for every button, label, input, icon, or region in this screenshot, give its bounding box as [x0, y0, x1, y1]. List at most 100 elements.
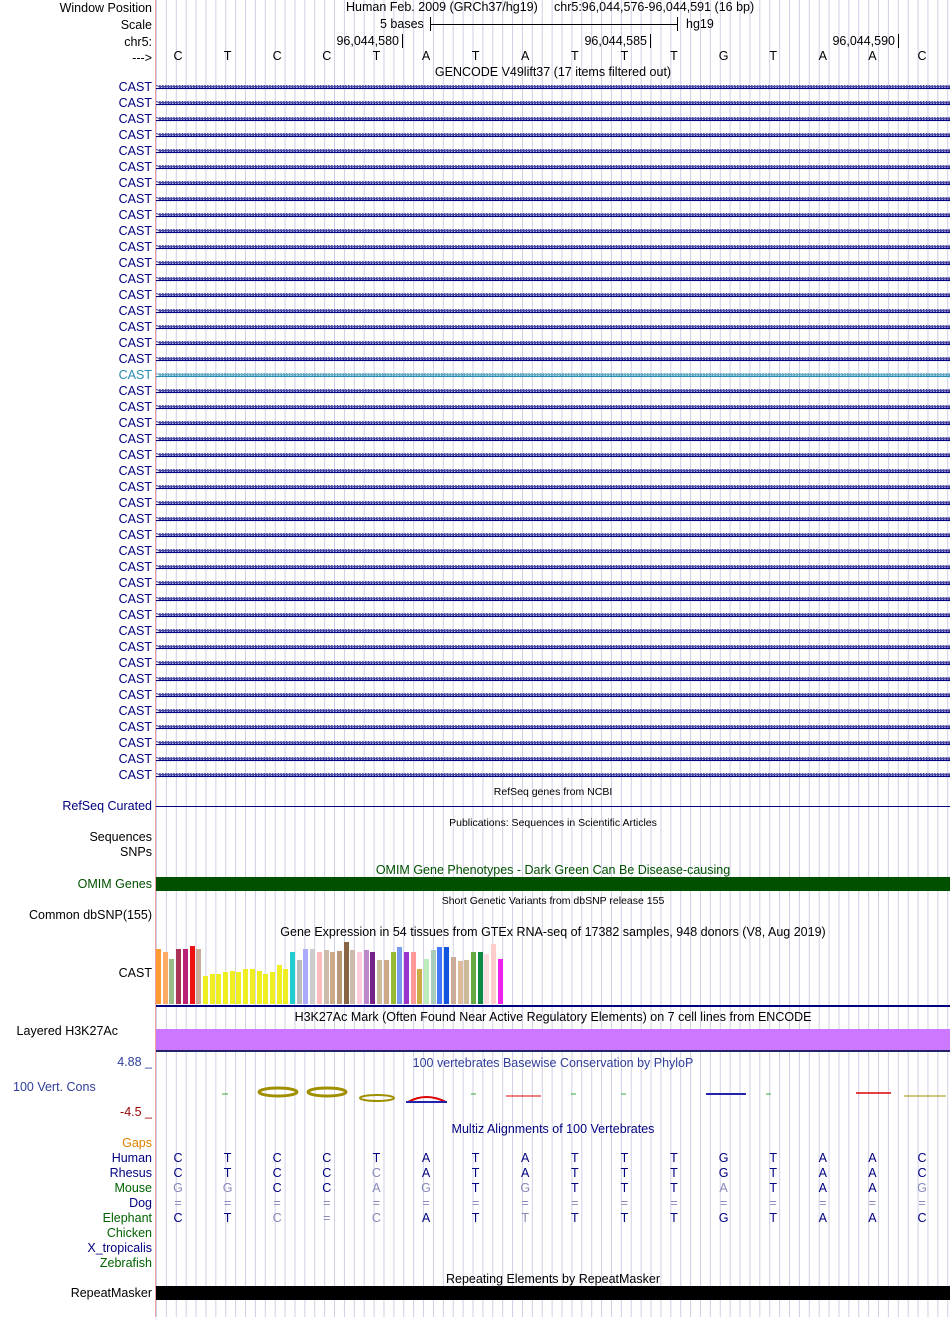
gtex-tissue-bar[interactable]	[196, 949, 202, 1004]
gtex-tissue-bar[interactable]	[269, 972, 275, 1004]
dbsnp-label[interactable]: Common dbSNP(155)	[29, 908, 152, 922]
gencode-row-label[interactable]: CAST	[118, 704, 152, 718]
gtex-bar-chart[interactable]	[156, 941, 950, 1004]
gencode-transcript[interactable]: >>>>>>>>>>>>>>>>>>>>>>>>>>>>>>>>>>>>>>>>…	[156, 98, 950, 110]
gtex-tissue-bar[interactable]	[290, 952, 295, 1004]
gtex-tissue-bar[interactable]	[229, 971, 235, 1004]
gencode-row-label[interactable]: CAST	[118, 448, 152, 462]
gencode-transcript[interactable]: >>>>>>>>>>>>>>>>>>>>>>>>>>>>>>>>>>>>>>>>…	[156, 146, 950, 158]
gencode-row-label[interactable]: CAST	[118, 352, 152, 366]
gtex-tissue-bar[interactable]	[189, 946, 195, 1004]
gtex-tissue-bar[interactable]	[377, 960, 383, 1004]
species-label[interactable]: X_tropicalis	[87, 1241, 152, 1255]
gtex-tissue-bar[interactable]	[276, 965, 282, 1004]
gencode-transcript[interactable]: >>>>>>>>>>>>>>>>>>>>>>>>>>>>>>>>>>>>>>>>…	[156, 562, 950, 574]
gencode-transcript[interactable]: >>>>>>>>>>>>>>>>>>>>>>>>>>>>>>>>>>>>>>>>…	[156, 626, 950, 638]
gtex-tissue-bar[interactable]	[216, 974, 222, 1004]
gencode-transcript[interactable]: >>>>>>>>>>>>>>>>>>>>>>>>>>>>>>>>>>>>>>>>…	[156, 530, 950, 542]
gtex-tissue-bar[interactable]	[303, 949, 309, 1004]
h3k27ac-label[interactable]: Layered H3K27Ac	[16, 1024, 118, 1038]
gencode-row-label[interactable]: CAST	[118, 176, 152, 190]
gtex-tissue-bar[interactable]	[350, 950, 356, 1004]
gtex-tissue-bar[interactable]	[357, 952, 362, 1004]
gencode-row-label[interactable]: CAST	[118, 240, 152, 254]
gencode-row-label[interactable]: CAST	[118, 512, 152, 526]
gtex-tissue-bar[interactable]	[491, 944, 496, 1004]
gencode-transcript[interactable]: >>>>>>>>>>>>>>>>>>>>>>>>>>>>>>>>>>>>>>>>…	[156, 754, 950, 766]
gtex-tissue-bar[interactable]	[249, 969, 255, 1004]
gtex-label[interactable]: CAST	[118, 966, 152, 980]
gtex-tissue-bar[interactable]	[263, 974, 269, 1004]
gencode-transcript[interactable]: >>>>>>>>>>>>>>>>>>>>>>>>>>>>>>>>>>>>>>>>…	[156, 194, 950, 206]
gencode-row-label[interactable]: CAST	[118, 80, 152, 94]
gtex-tissue-bar[interactable]	[162, 952, 168, 1004]
gtex-tissue-bar[interactable]	[310, 949, 316, 1004]
gtex-tissue-bar[interactable]	[470, 952, 476, 1004]
gencode-transcript[interactable]: >>>>>>>>>>>>>>>>>>>>>>>>>>>>>>>>>>>>>>>>…	[156, 466, 950, 478]
gencode-row-label[interactable]: CAST	[118, 672, 152, 686]
gencode-transcript[interactable]: >>>>>>>>>>>>>>>>>>>>>>>>>>>>>>>>>>>>>>>>…	[156, 210, 950, 222]
gtex-tissue-bar[interactable]	[457, 961, 463, 1004]
gencode-transcript[interactable]: >>>>>>>>>>>>>>>>>>>>>>>>>>>>>>>>>>>>>>>>…	[156, 642, 950, 654]
gtex-tissue-bar[interactable]	[437, 947, 443, 1004]
gtex-tissue-bar[interactable]	[444, 947, 450, 1004]
gtex-tissue-bar[interactable]	[296, 960, 302, 1004]
gtex-tissue-bar[interactable]	[243, 969, 249, 1004]
gencode-row-label[interactable]: CAST	[118, 560, 152, 574]
gencode-transcript[interactable]: >>>>>>>>>>>>>>>>>>>>>>>>>>>>>>>>>>>>>>>>…	[156, 306, 950, 318]
gencode-transcript[interactable]: >>>>>>>>>>>>>>>>>>>>>>>>>>>>>>>>>>>>>>>>…	[156, 658, 950, 670]
gtex-tissue-bar[interactable]	[209, 974, 215, 1004]
species-label[interactable]: Mouse	[114, 1181, 152, 1195]
gencode-transcript[interactable]: >>>>>>>>>>>>>>>>>>>>>>>>>>>>>>>>>>>>>>>>…	[156, 338, 950, 350]
refseq-label[interactable]: RefSeq Curated	[62, 799, 152, 813]
gencode-transcript[interactable]: >>>>>>>>>>>>>>>>>>>>>>>>>>>>>>>>>>>>>>>>…	[156, 354, 950, 366]
gencode-row-label[interactable]: CAST	[118, 608, 152, 622]
gencode-row-label[interactable]: CAST	[118, 144, 152, 158]
gencode-transcript[interactable]: >>>>>>>>>>>>>>>>>>>>>>>>>>>>>>>>>>>>>>>>…	[156, 706, 950, 718]
gtex-tissue-bar[interactable]	[430, 950, 436, 1004]
gencode-transcript[interactable]: >>>>>>>>>>>>>>>>>>>>>>>>>>>>>>>>>>>>>>>>…	[156, 610, 950, 622]
gtex-tissue-bar[interactable]	[450, 957, 456, 1004]
gencode-transcript[interactable]: >>>>>>>>>>>>>>>>>>>>>>>>>>>>>>>>>>>>>>>>…	[156, 482, 950, 494]
gencode-transcript[interactable]: >>>>>>>>>>>>>>>>>>>>>>>>>>>>>>>>>>>>>>>>…	[156, 162, 950, 174]
gencode-row-label[interactable]: CAST	[118, 768, 152, 782]
gencode-row-label[interactable]: CAST	[118, 208, 152, 222]
gtex-tissue-bar[interactable]	[256, 971, 262, 1004]
gtex-tissue-bar[interactable]	[283, 969, 289, 1004]
gtex-tissue-bar[interactable]	[169, 959, 175, 1004]
gtex-tissue-bar[interactable]	[363, 950, 369, 1004]
gencode-row-label[interactable]: CAST	[118, 336, 152, 350]
gencode-row-label[interactable]: CAST	[118, 480, 152, 494]
gencode-transcript[interactable]: >>>>>>>>>>>>>>>>>>>>>>>>>>>>>>>>>>>>>>>>…	[156, 130, 950, 142]
gencode-transcript[interactable]: >>>>>>>>>>>>>>>>>>>>>>>>>>>>>>>>>>>>>>>>…	[156, 114, 950, 126]
sequences-label[interactable]: Sequences	[89, 830, 152, 844]
omim-bar[interactable]	[156, 877, 950, 891]
gencode-row-label[interactable]: CAST	[118, 384, 152, 398]
gencode-row-label[interactable]: CAST	[118, 400, 152, 414]
gencode-row-label[interactable]: CAST	[118, 368, 152, 382]
species-label[interactable]: Rhesus	[109, 1166, 152, 1180]
gencode-transcript[interactable]: >>>>>>>>>>>>>>>>>>>>>>>>>>>>>>>>>>>>>>>>…	[156, 418, 950, 430]
gtex-tissue-bar[interactable]	[397, 947, 403, 1004]
gtex-tissue-bar[interactable]	[370, 952, 376, 1004]
gencode-row-label[interactable]: CAST	[118, 432, 152, 446]
gencode-row-label[interactable]: CAST	[118, 272, 152, 286]
gencode-transcript[interactable]: >>>>>>>>>>>>>>>>>>>>>>>>>>>>>>>>>>>>>>>>…	[156, 434, 950, 446]
gencode-row-label[interactable]: CAST	[118, 688, 152, 702]
gencode-transcript[interactable]: >>>>>>>>>>>>>>>>>>>>>>>>>>>>>>>>>>>>>>>>…	[156, 738, 950, 750]
repeatmasker-label[interactable]: RepeatMasker	[70, 1286, 152, 1300]
species-label[interactable]: Chicken	[106, 1226, 152, 1240]
gencode-row-label[interactable]: CAST	[118, 304, 152, 318]
gtex-tissue-bar[interactable]	[497, 959, 503, 1004]
gencode-row-label[interactable]: CAST	[118, 528, 152, 542]
gencode-row-label[interactable]: CAST	[118, 320, 152, 334]
gencode-row-label[interactable]: CAST	[118, 160, 152, 174]
species-label[interactable]: Human	[111, 1151, 152, 1165]
gtex-tissue-bar[interactable]	[316, 952, 322, 1004]
species-label[interactable]: Elephant	[102, 1211, 152, 1225]
gencode-transcript[interactable]: >>>>>>>>>>>>>>>>>>>>>>>>>>>>>>>>>>>>>>>>…	[156, 274, 950, 286]
gtex-tissue-bar[interactable]	[156, 949, 161, 1004]
gencode-row-label[interactable]: CAST	[118, 624, 152, 638]
gencode-row-label[interactable]: CAST	[118, 752, 152, 766]
gencode-transcript[interactable]: >>>>>>>>>>>>>>>>>>>>>>>>>>>>>>>>>>>>>>>>…	[156, 290, 950, 302]
